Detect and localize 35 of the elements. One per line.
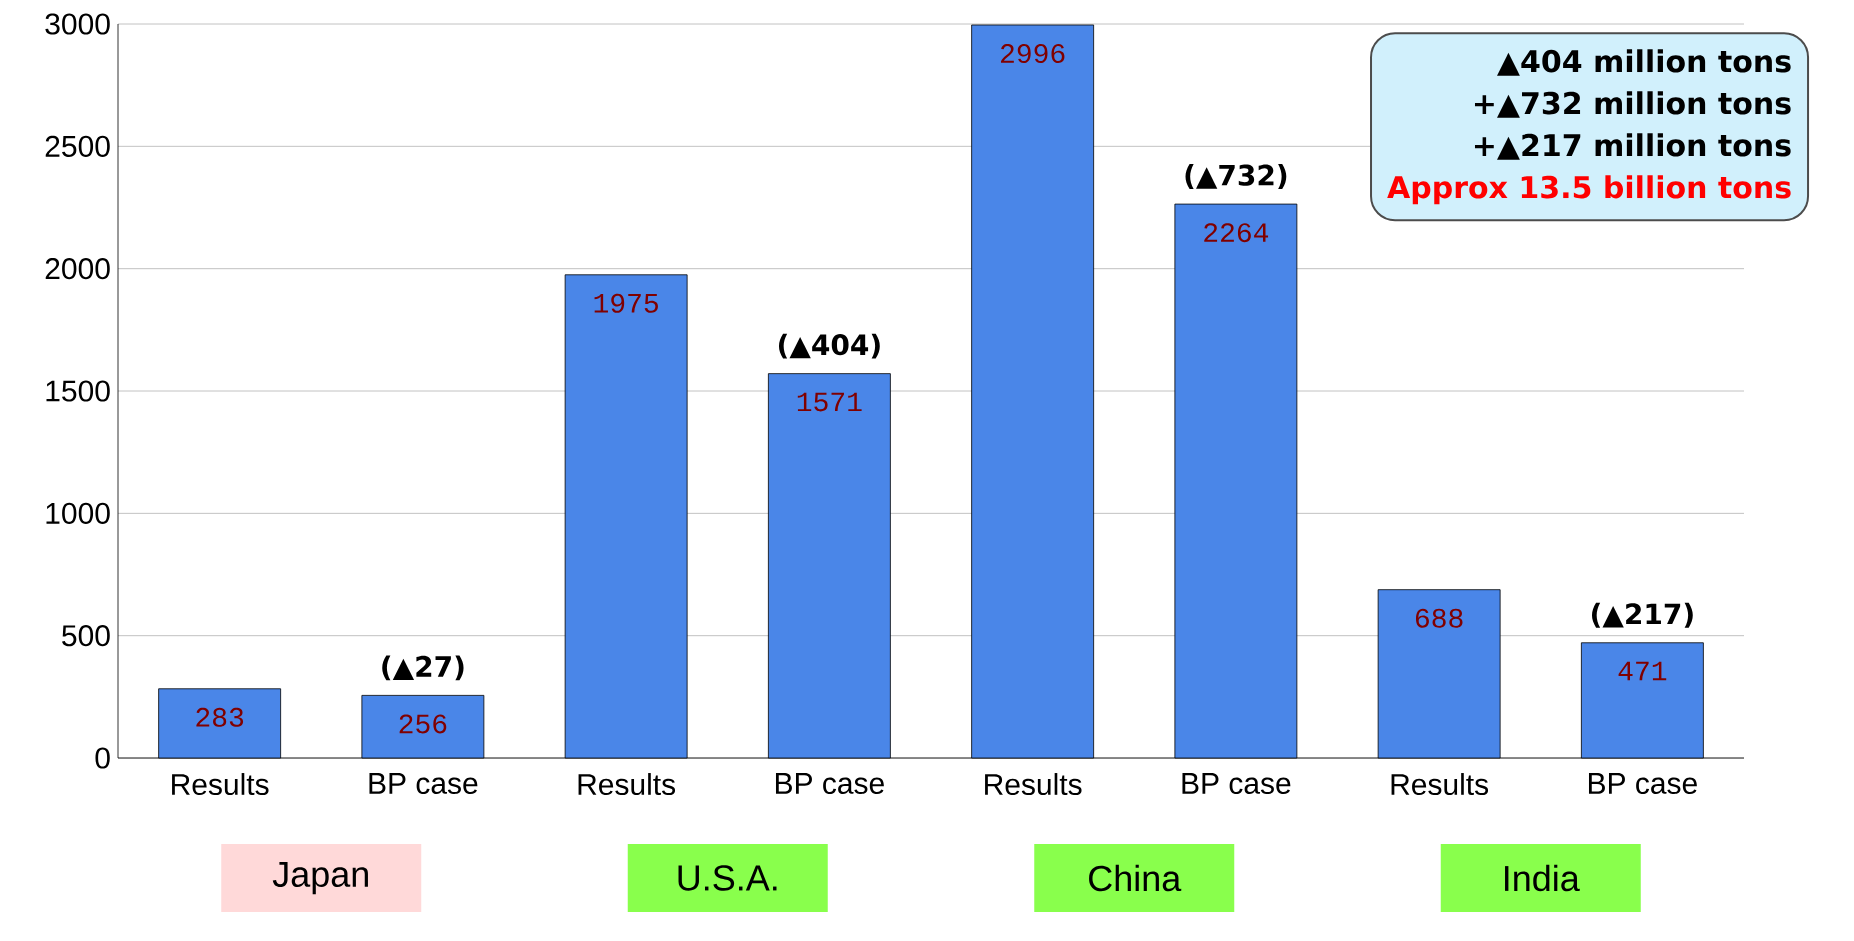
text: Japan bbox=[272, 861, 368, 895]
text: U.S.A. bbox=[678, 865, 777, 891]
y-tick-label: 2500 bbox=[45, 135, 110, 157]
annotation: (▲27) bbox=[382, 655, 464, 681]
text: China bbox=[1089, 864, 1182, 892]
annotation: ▲404 million tons bbox=[1497, 49, 1791, 76]
x-tick-label: Results bbox=[172, 773, 269, 796]
data-label: 256 bbox=[399, 714, 447, 734]
x-tick-label: BP case bbox=[775, 773, 884, 794]
annotation: (▲732) bbox=[1185, 164, 1287, 190]
data-label: 1571 bbox=[797, 392, 862, 412]
x-tick-label: BP case bbox=[1182, 773, 1291, 794]
data-label: 688 bbox=[1415, 608, 1463, 628]
text: India bbox=[1505, 864, 1580, 892]
annotation: (▲217) bbox=[1592, 602, 1693, 628]
data-label: 283 bbox=[196, 707, 244, 727]
x-tick-label: BP case bbox=[369, 773, 478, 794]
y-tick-label: 2000 bbox=[45, 258, 110, 280]
annotation: (▲404) bbox=[778, 333, 880, 359]
y-tick-label: 500 bbox=[62, 625, 110, 647]
y-tick-label: 3000 bbox=[45, 13, 110, 35]
annotation: +▲732 million tons bbox=[1474, 91, 1791, 118]
x-tick-label: Results bbox=[985, 773, 1082, 796]
data-label: 1975 bbox=[594, 293, 658, 313]
x-tick-label: Results bbox=[578, 773, 676, 796]
data-label: 471 bbox=[1618, 661, 1667, 681]
annotation: +▲217 million tons bbox=[1474, 133, 1791, 160]
x-tick-label: Results bbox=[1391, 773, 1489, 796]
annotation: Approx 13.5 billion tons bbox=[1387, 175, 1791, 205]
data-label: 2264 bbox=[1204, 223, 1269, 243]
data-label: 2996 bbox=[1000, 44, 1065, 64]
y-tick-label: 1500 bbox=[46, 380, 110, 402]
x-tick-label: BP case bbox=[1588, 773, 1697, 794]
y-tick-label: 0 bbox=[95, 747, 110, 769]
y-tick-label: 1000 bbox=[46, 502, 110, 524]
